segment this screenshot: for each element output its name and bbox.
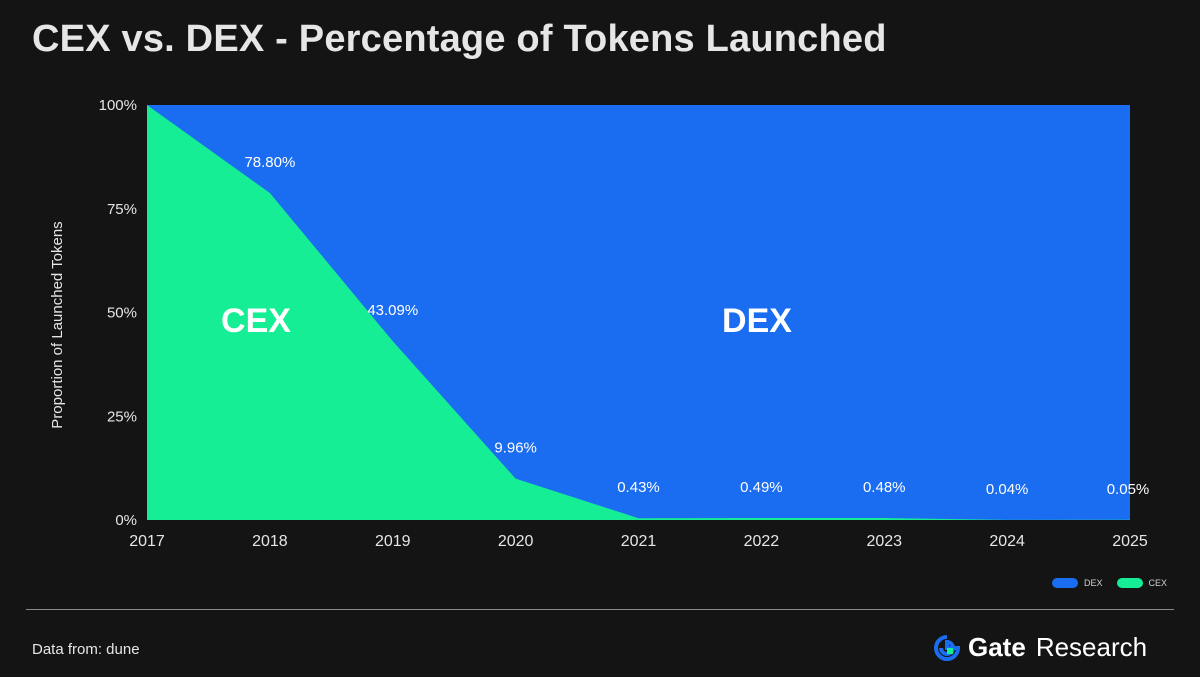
- x-tick-label: 2020: [498, 533, 534, 550]
- legend-item-dex[interactable]: DEX: [1052, 578, 1103, 588]
- dex-area-label: DEX: [722, 302, 792, 340]
- x-tick-label: 2017: [129, 533, 165, 550]
- brand-logo: Gate Research: [934, 632, 1147, 663]
- data-label: 0.49%: [740, 479, 783, 496]
- data-label: 0.48%: [863, 479, 906, 496]
- legend-item-cex[interactable]: CEX: [1116, 578, 1168, 588]
- x-tick-label: 2018: [252, 533, 288, 550]
- chart-title: CEX vs. DEX - Percentage of Tokens Launc…: [32, 18, 887, 60]
- data-label: 0.43%: [617, 479, 660, 496]
- y-tick-label: 25%: [107, 408, 137, 425]
- y-tick-label: 75%: [107, 201, 137, 218]
- cex-area-label: CEX: [221, 302, 291, 340]
- x-tick-label: 2022: [744, 533, 780, 550]
- y-tick-label: 100%: [99, 97, 137, 114]
- footer-divider: [26, 609, 1174, 610]
- y-tick-label: 50%: [107, 305, 137, 322]
- gate-logo-icon: [934, 634, 960, 661]
- data-label: 0.04%: [986, 481, 1029, 498]
- data-source: Data from: dune: [32, 641, 140, 658]
- x-tick-label: 2024: [989, 533, 1025, 550]
- legend-label-dex: DEX: [1084, 578, 1103, 588]
- x-tick-label: 2019: [375, 533, 411, 550]
- legend-swatch-dex: [1052, 578, 1078, 588]
- data-label: 0.05%: [1107, 481, 1150, 498]
- data-label: 9.96%: [494, 440, 537, 457]
- area-chart: 0% 25% 50% 75% 100% 2017 2018 2019 2020 2021 2022 2…: [49, 97, 1150, 550]
- y-axis-label: Proportion of Launched Tokens: [49, 221, 66, 428]
- x-tick-label: 2023: [866, 533, 902, 550]
- brand-name: Gate: [968, 632, 1026, 662]
- legend-label-cex: CEX: [1148, 578, 1168, 588]
- data-label: 43.09%: [367, 302, 418, 319]
- data-label: 78.80%: [244, 154, 295, 171]
- legend-swatch-cex: [1116, 578, 1143, 588]
- x-tick-label: 2025: [1112, 533, 1148, 550]
- y-tick-label: 0%: [115, 512, 137, 529]
- cex-area: [147, 105, 1130, 520]
- legend: DEX CEX: [1052, 578, 1167, 588]
- x-tick-label: 2021: [621, 533, 657, 550]
- brand-suffix: Research: [1035, 632, 1148, 662]
